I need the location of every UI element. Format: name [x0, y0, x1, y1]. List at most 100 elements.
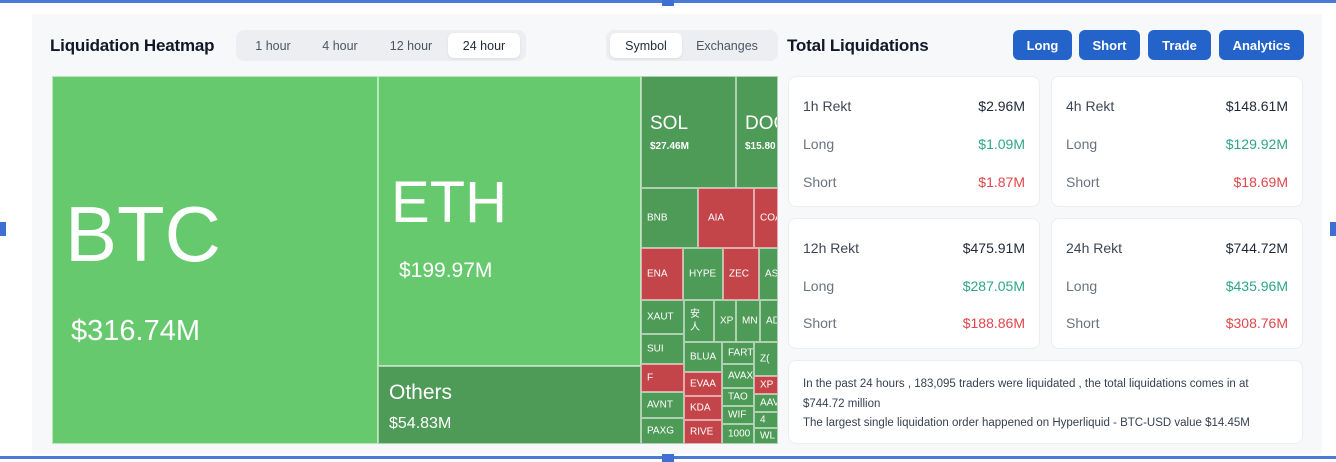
tab-12-hour[interactable]: 12 hour [389, 38, 433, 53]
tile-aia[interactable]: AIA [698, 188, 754, 248]
tile-xp-name: XP [720, 315, 734, 327]
long-button[interactable]: Long [1013, 30, 1072, 60]
tile-xp2-name: XP [760, 379, 774, 391]
tile-aav[interactable]: AAV [754, 394, 778, 412]
tile-doge-value: $15.80 [745, 141, 776, 152]
card-4h-rekt: 4h Rekt $148.61M Long $129.92M Short $18.69… [1051, 76, 1303, 207]
short-button[interactable]: Short [1079, 30, 1140, 60]
time-range-tabs: 1 hour 4 hour 12 hour 24 hour [236, 30, 526, 61]
tile-z[interactable]: Z( [754, 342, 778, 376]
tile-xaut-name: XAUT [647, 311, 674, 323]
tile-doge-name: DOG [745, 113, 777, 134]
tile-coai-name: COA [760, 212, 777, 224]
tile-eva[interactable]: EVAA [684, 372, 722, 396]
long-value: $129.92M [1225, 136, 1288, 152]
tile-xp2[interactable]: XP [754, 376, 778, 394]
short-value: $1.87M [978, 174, 1025, 190]
tile-xaut[interactable]: XAUT [641, 300, 684, 334]
tile-1000[interactable]: 1000 [722, 424, 754, 444]
heatmap-title: Liquidation Heatmap [50, 36, 215, 55]
tile-xp[interactable]: XP [714, 300, 736, 342]
card-total: $148.61M [1225, 98, 1288, 114]
summary-line-2: The largest single liquidation order hap… [803, 417, 1250, 429]
tile-blue[interactable]: BLUA [684, 342, 722, 372]
tile-eth-value: $199.97M [399, 259, 493, 282]
long-label: Long [803, 136, 835, 152]
tile-sui-name: SUI [647, 343, 664, 355]
tile-zec-name: ZEC [729, 268, 749, 280]
card-24h-rekt: 24h Rekt $744.72M Long $435.96M Short $308.… [1051, 218, 1303, 349]
card-title: 12h Rekt [803, 240, 860, 256]
tab-exchanges[interactable]: Exchanges [696, 38, 758, 53]
card-total: $744.72M [1225, 240, 1288, 256]
tile-ad[interactable]: AD [760, 300, 778, 342]
tile-fart[interactable]: FART [722, 342, 754, 364]
summary-line-1: In the past 24 hours , 183,095 traders w… [803, 378, 1249, 410]
tile-others[interactable]: Others $54.83M [378, 366, 641, 444]
tile-coai[interactable]: COA [754, 188, 778, 248]
card-title: 1h Rekt [803, 98, 852, 114]
tile-1000-name: 1000 [728, 428, 751, 440]
tile-wl[interactable]: WL [754, 428, 778, 444]
tile-hype-name: HYPE [689, 268, 717, 280]
tab-1-hour[interactable]: 1 hour [255, 38, 291, 53]
tile-doge[interactable]: DOG $15.80 [736, 76, 778, 188]
tile-four[interactable]: 4 [754, 412, 778, 428]
tile-ena[interactable]: ENA [641, 248, 683, 300]
short-label: Short [1066, 174, 1100, 190]
tile-wif[interactable]: WIF [722, 406, 754, 424]
card-total: $2.96M [978, 98, 1025, 114]
liquidation-summary: In the past 24 hours , 183,095 traders w… [788, 360, 1303, 444]
long-value: $1.09M [978, 136, 1025, 152]
tile-ren[interactable]: 安人 [684, 300, 714, 342]
tile-as[interactable]: AS [759, 248, 778, 300]
long-label: Long [1066, 136, 1098, 152]
card-title: 4h Rekt [1066, 98, 1115, 114]
tile-avax[interactable]: AVAX [722, 364, 754, 388]
tile-paxg[interactable]: PAXG [641, 418, 684, 444]
tile-f[interactable]: F [641, 364, 684, 392]
total-liquidations-title: Total Liquidations [787, 36, 929, 55]
tile-sol[interactable]: SOL $27.46M [641, 76, 736, 188]
tile-mn[interactable]: MN [736, 300, 760, 342]
tab-symbol[interactable]: Symbol [610, 33, 682, 58]
tile-rive[interactable]: RIVE [684, 420, 722, 444]
tile-ren-name: 安人 [690, 309, 700, 333]
tile-tao[interactable]: TAO [722, 388, 754, 406]
tile-ad-name: AD [766, 315, 777, 327]
resize-handle-bottom[interactable] [662, 452, 674, 462]
tile-ena-name: ENA [647, 268, 668, 280]
tile-btc[interactable]: BTC $316.74M [52, 76, 378, 444]
tile-eva-name: EVAA [690, 378, 716, 390]
tile-zec[interactable]: ZEC [723, 248, 759, 300]
tile-others-name: Others [389, 381, 453, 404]
long-label: Long [803, 278, 835, 294]
tile-eth[interactable]: ETH $199.97M [378, 76, 641, 366]
short-value: $308.76M [1225, 315, 1288, 331]
tile-sol-name: SOL [650, 113, 689, 134]
tile-sol-value: $27.46M [650, 141, 689, 152]
tile-avnt[interactable]: AVNT [641, 392, 684, 418]
tile-f-name: F [647, 372, 654, 384]
liquidation-treemap: BTC $316.74M ETH $199.97M Others $54.83M… [52, 76, 778, 444]
short-value: $188.86M [962, 315, 1025, 331]
tile-avax-name: AVAX [728, 370, 754, 382]
card-title: 24h Rekt [1066, 240, 1123, 256]
resize-handle-top[interactable] [662, 0, 674, 6]
tile-sui[interactable]: SUI [641, 334, 684, 364]
tile-bnb[interactable]: BNB [641, 188, 698, 248]
tile-wif-name: WIF [728, 409, 747, 421]
tile-rive-name: RIVE [690, 426, 714, 438]
resize-handle-left[interactable] [0, 222, 6, 236]
short-label: Short [803, 315, 837, 331]
trade-button[interactable]: Trade [1148, 30, 1211, 60]
tile-kda[interactable]: KDA [684, 396, 722, 420]
long-value: $287.05M [962, 278, 1025, 294]
resize-handle-right[interactable] [1330, 222, 1336, 236]
tab-4-hour[interactable]: 4 hour [322, 38, 358, 53]
tab-24-hour[interactable]: 24 hour [448, 33, 520, 58]
tile-hype[interactable]: HYPE [683, 248, 723, 300]
tile-aia-name: AIA [708, 212, 725, 224]
analytics-button[interactable]: Analytics [1219, 30, 1304, 60]
tile-mn-name: MN [742, 315, 758, 327]
